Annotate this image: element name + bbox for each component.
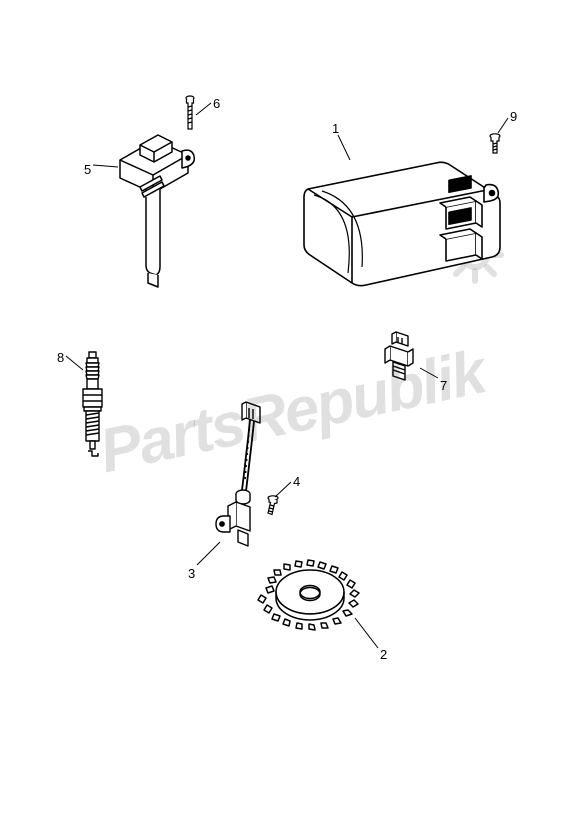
parts-diagram-canvas: PartsRepublik 1 2 3 4 5 6 7 8 9	[0, 0, 583, 824]
callout-label-9: 9	[510, 110, 517, 123]
callout-label-7: 7	[440, 379, 447, 392]
crank-trigger-wheel	[255, 545, 365, 640]
engine-control-unit	[296, 155, 506, 295]
callout-label-5: 5	[84, 163, 91, 176]
ecu-mounting-screw	[488, 133, 502, 157]
ignition-coil-stick	[110, 115, 205, 290]
callout-label-3: 3	[188, 567, 195, 580]
coil-mounting-bolt	[185, 95, 195, 133]
spark-plug	[75, 350, 110, 460]
callout-label-8: 8	[57, 351, 64, 364]
callout-label-1: 1	[332, 122, 339, 135]
callout-label-6: 6	[213, 97, 220, 110]
sensor-mounting-screw	[262, 495, 280, 517]
neutral-switch-sensor	[378, 330, 423, 385]
callout-label-2: 2	[380, 648, 387, 661]
callout-label-4: 4	[293, 475, 300, 488]
watermark-text: PartsRepublik	[93, 337, 490, 488]
